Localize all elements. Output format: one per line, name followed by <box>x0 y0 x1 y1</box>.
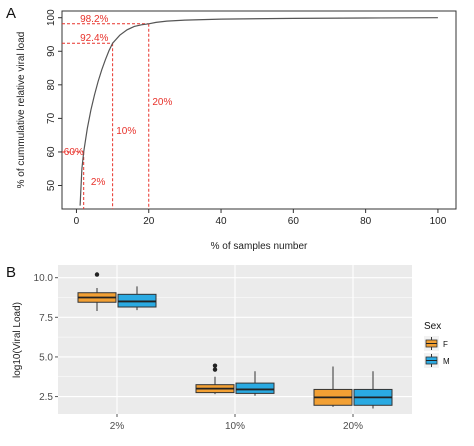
y-tick-label: 10.0 <box>34 273 54 284</box>
x-tick-label: 2% <box>110 421 125 432</box>
panel-a-cumulative-curve <box>79 17 438 206</box>
y-tick-label: 5.0 <box>39 352 53 363</box>
y-tick-label: 2.5 <box>39 392 53 403</box>
panel-b-y-axis-title: log10(Viral Load) <box>12 302 23 378</box>
panel-a-reference-lines <box>62 23 150 209</box>
legend-label-F: F <box>443 340 448 349</box>
panel-b-legend: Sex FM <box>424 321 450 368</box>
annotation-label: 60% <box>64 147 84 158</box>
annotation-label: 20% <box>152 97 172 108</box>
panel-b-x-axis: 2% 10% 20% <box>110 414 363 432</box>
panel-a-line-chart: 0 20 40 60 80 100 50 60 70 80 90 100 60% 92.4% 98.2%… <box>16 9 457 252</box>
x-tick-label: 40 <box>215 216 227 227</box>
panel-b-box-plot: 2.5 5.0 7.5 10.0 2% 10% 20% log10(Viral Load)… <box>12 265 450 432</box>
panel-a-x-axis-title: % of samples number <box>211 241 308 252</box>
x-tick-label: 0 <box>74 216 80 227</box>
x-tick-label: 100 <box>430 216 447 227</box>
y-tick-label: 80 <box>46 79 57 91</box>
legend-label-M: M <box>443 357 450 366</box>
box-M-20% <box>353 371 393 409</box>
outlier-point <box>94 272 100 277</box>
box-F-20% <box>313 366 353 407</box>
box-F-2% <box>77 272 117 311</box>
outlier-point <box>212 363 218 368</box>
x-tick-label: 80 <box>360 216 372 227</box>
y-tick-label: 70 <box>46 112 57 124</box>
panel-b-y-axis: 2.5 5.0 7.5 10.0 <box>34 273 58 403</box>
box-body <box>235 382 275 394</box>
panel-a-annotations: 60% 92.4% 98.2% 2% 10% 20% <box>64 14 173 188</box>
x-tick-label: 10% <box>225 421 245 432</box>
legend-title: Sex <box>424 321 441 332</box>
x-tick-label: 20 <box>143 216 155 227</box>
panel-b-gridlines <box>58 265 412 414</box>
box-M-10% <box>235 371 275 396</box>
annotation-label: 2% <box>91 177 106 188</box>
legend-key-F <box>424 336 439 351</box>
panel-a-label: A <box>6 5 16 22</box>
y-tick-label: 7.5 <box>39 313 53 324</box>
panel-a-plot-frame <box>61 10 457 210</box>
panel-a-y-axis-title: % of cummulative relative viral load <box>16 32 27 189</box>
box-M-2% <box>117 286 157 311</box>
outlier-point <box>212 367 218 372</box>
annotation-label: 10% <box>116 126 136 137</box>
legend-key-M <box>424 353 439 368</box>
y-tick-label: 90 <box>46 45 57 57</box>
annotation-label: 92.4% <box>80 33 108 44</box>
panel-b-boxes <box>77 272 393 409</box>
panel-b-label: B <box>6 264 16 281</box>
panel-a-x-axis: 0 20 40 60 80 100 <box>74 209 447 227</box>
x-tick-label: 60 <box>288 216 300 227</box>
y-tick-label: 100 <box>46 9 57 26</box>
y-tick-label: 60 <box>46 146 57 158</box>
x-tick-label: 20% <box>343 421 363 432</box>
panel-a-y-axis: 50 60 70 80 90 100 <box>46 9 62 191</box>
box-F-10% <box>195 363 235 395</box>
annotation-label: 98.2% <box>80 14 108 25</box>
y-tick-label: 50 <box>46 180 57 192</box>
